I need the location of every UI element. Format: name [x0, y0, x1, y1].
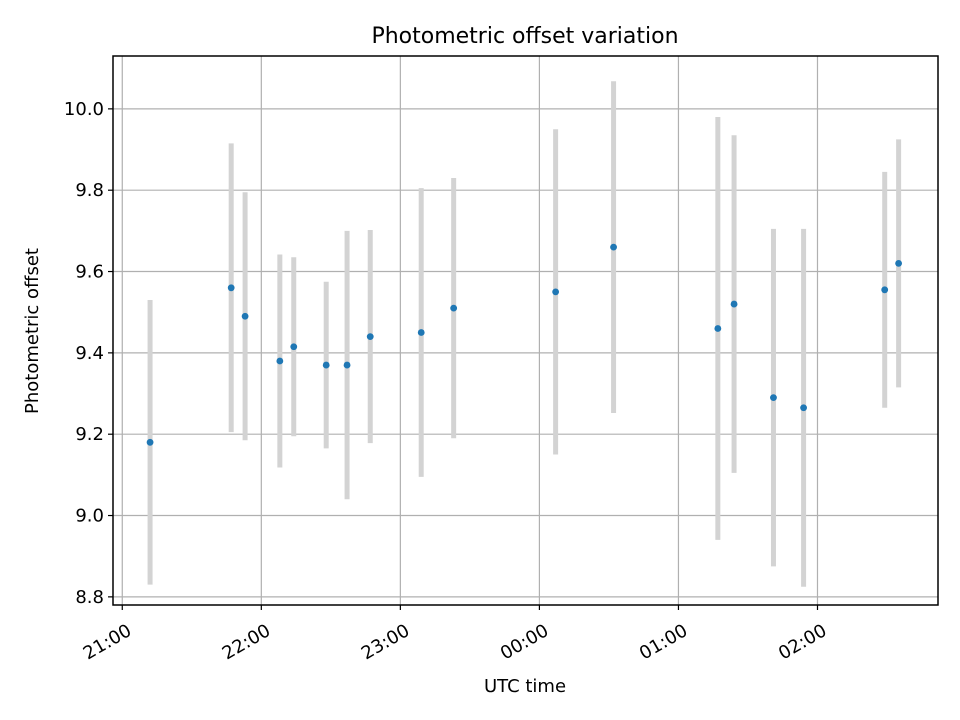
data-point: [800, 404, 807, 412]
data-point: [770, 394, 777, 401]
x-tick-label: 23:00: [358, 620, 413, 664]
data-point: [241, 312, 249, 320]
data-point: [730, 300, 738, 308]
data-point: [290, 343, 298, 351]
x-tick-label: 02:00: [775, 620, 830, 664]
x-tick-label: 00:00: [497, 620, 552, 664]
x-axis-label: UTC time: [484, 676, 566, 697]
data-point: [146, 438, 154, 446]
plot-frame: [112, 55, 939, 606]
data-points: [146, 243, 903, 446]
error-bars: [147, 81, 902, 587]
y-tick-label: 9.6: [75, 262, 104, 283]
data-point: [343, 361, 351, 369]
data-point: [450, 304, 458, 312]
y-tick-label: 9.2: [75, 424, 104, 445]
y-tick-label: 8.8: [75, 587, 104, 608]
data-point: [714, 325, 722, 332]
x-tick-label: 21:00: [80, 620, 135, 664]
y-tick-label: 9.0: [75, 506, 104, 527]
y-tick-label: 10.0: [64, 99, 104, 120]
x-tick-label: 01:00: [636, 620, 691, 664]
data-point: [610, 243, 617, 251]
chart-title: Photometric offset variation: [371, 24, 678, 49]
data-point: [552, 288, 560, 296]
x-tick-label: 22:00: [219, 620, 274, 664]
data-point: [417, 329, 425, 336]
data-point: [895, 260, 903, 267]
data-point: [366, 333, 374, 340]
y-axis-label: Photometric offset: [22, 248, 43, 414]
y-tick-label: 9.8: [75, 180, 104, 201]
data-point: [881, 286, 889, 294]
data-point: [276, 357, 284, 365]
y-tick-label: 9.4: [75, 343, 104, 364]
grid: [113, 56, 938, 605]
data-point: [227, 284, 235, 292]
data-point: [322, 361, 330, 369]
